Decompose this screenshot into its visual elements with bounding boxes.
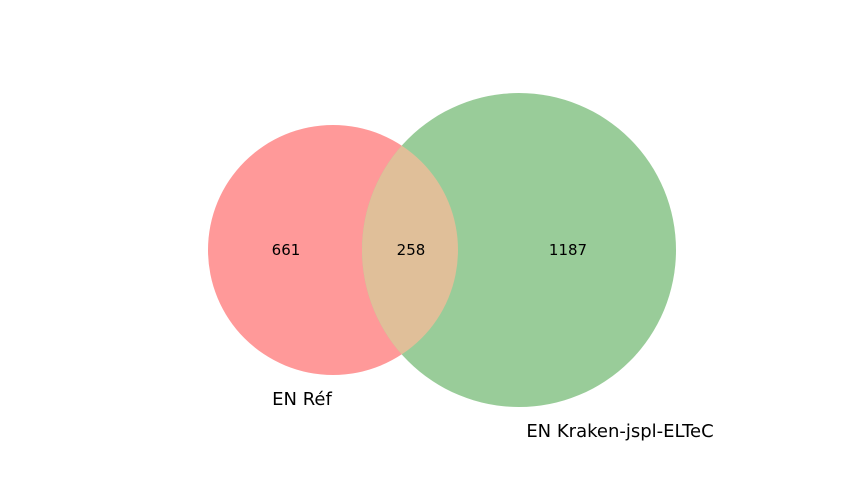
region-intersection-label: 258 (397, 241, 426, 259)
set-b-circle (362, 93, 676, 407)
set-a-label: EN Réf (272, 389, 332, 410)
region-only-b-label: 1187 (549, 241, 587, 259)
set-b-label: EN Kraken-jspl-ELTeC (526, 421, 713, 442)
region-only-a-label: 661 (272, 241, 301, 259)
